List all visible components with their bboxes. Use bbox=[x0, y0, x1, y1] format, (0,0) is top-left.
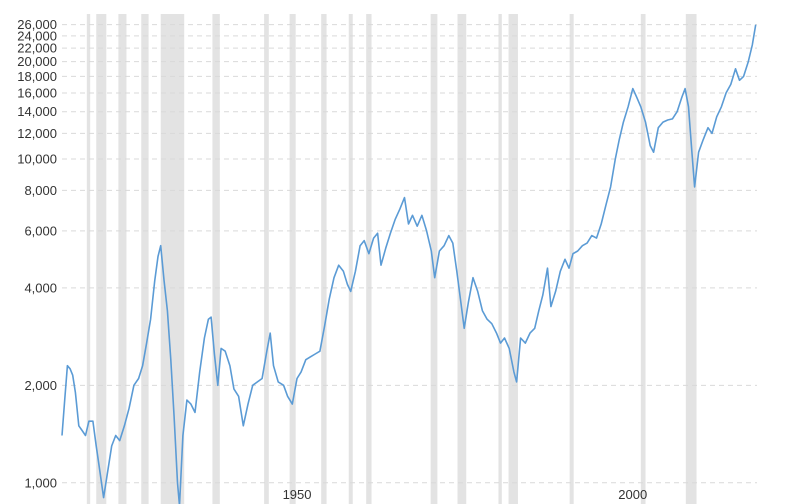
y-tick-label: 16,000 bbox=[17, 85, 57, 100]
x-axis-tick-labels: 1950 2000 bbox=[283, 487, 648, 502]
y-tick-label: 8,000 bbox=[24, 183, 57, 198]
recession-band bbox=[212, 14, 220, 504]
y-tick-label: 6,000 bbox=[24, 223, 57, 238]
recession-band bbox=[321, 14, 327, 504]
recession-band bbox=[508, 14, 518, 504]
y-tick-label: 26,000 bbox=[17, 17, 57, 32]
recession-band bbox=[348, 14, 353, 504]
y-tick-label: 24,000 bbox=[17, 28, 57, 43]
y-tick-label: 20,000 bbox=[17, 54, 57, 69]
y-tick-label: 22,000 bbox=[17, 41, 57, 56]
gridlines bbox=[62, 24, 757, 484]
recession-band bbox=[86, 14, 91, 504]
y-axis-tick-labels: 1,000 2,000 4,000 6,000 8,000 10,000 12,000 14,… bbox=[17, 17, 57, 490]
y-tick-label: 12,000 bbox=[17, 126, 57, 141]
y-tick-label: 1,000 bbox=[24, 475, 57, 490]
recession-band bbox=[457, 14, 467, 504]
recession-band bbox=[498, 14, 502, 504]
recession-band bbox=[160, 14, 185, 504]
y-tick-label: 18,000 bbox=[17, 69, 57, 84]
recession-band bbox=[685, 14, 697, 504]
y-tick-label: 2,000 bbox=[24, 378, 57, 393]
recession-band bbox=[118, 14, 127, 504]
x-tick-label: 2000 bbox=[618, 487, 647, 502]
x-tick-label: 1950 bbox=[283, 487, 312, 502]
recession-band bbox=[96, 14, 107, 504]
recession-band bbox=[264, 14, 269, 504]
y-tick-label: 10,000 bbox=[17, 152, 57, 167]
recession-band bbox=[640, 14, 646, 504]
recession-band bbox=[141, 14, 149, 504]
y-tick-label: 4,000 bbox=[24, 280, 57, 295]
recession-band bbox=[289, 14, 296, 504]
recession-bands bbox=[86, 14, 697, 504]
recession-band bbox=[366, 14, 372, 504]
y-tick-label: 14,000 bbox=[17, 104, 57, 119]
recession-band bbox=[430, 14, 438, 504]
series-group bbox=[61, 24, 757, 504]
series-line bbox=[61, 24, 757, 504]
